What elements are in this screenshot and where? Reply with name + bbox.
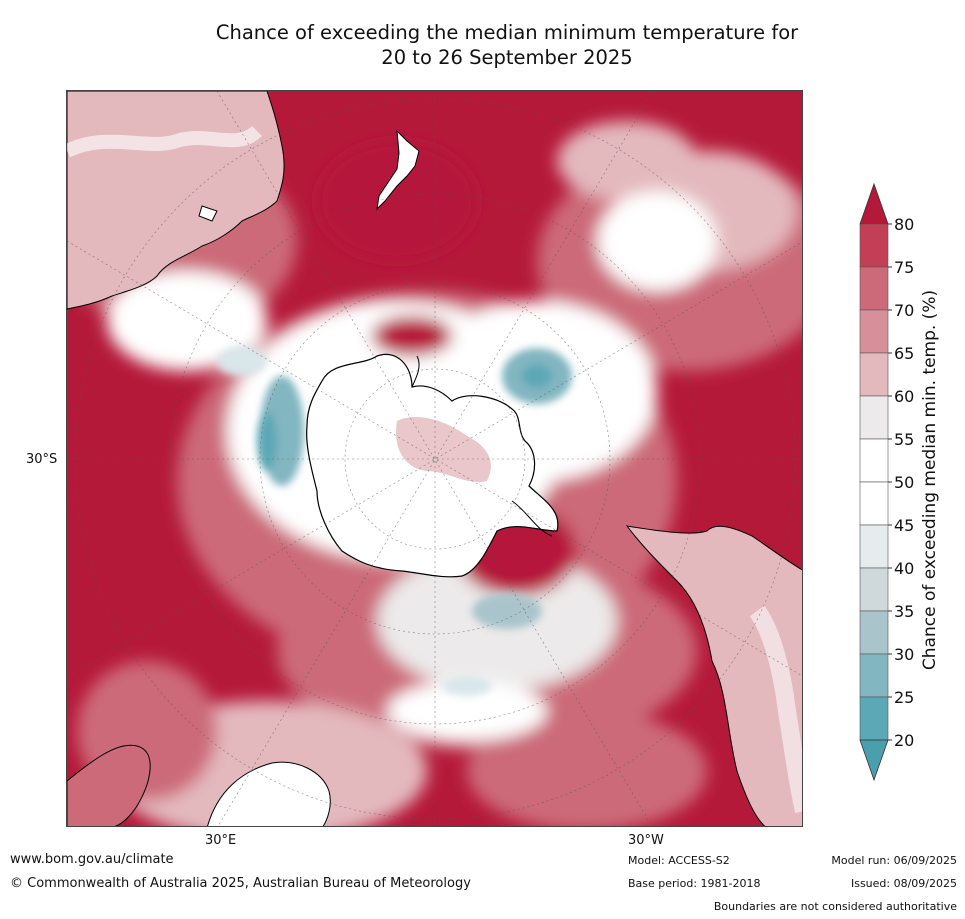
colorbar-tick-label: 20: [894, 731, 914, 750]
colorbar-top-arrow: [859, 182, 889, 225]
title-line-2: 20 to 26 September 2025: [381, 46, 633, 69]
website-link[interactable]: www.bom.gov.au/climate: [10, 852, 174, 867]
new-zealand-landmass: [376, 129, 420, 211]
colorbar-tick-label: 25: [894, 688, 914, 707]
madagascar-region-landmass: [207, 761, 331, 826]
south-africa-landmass: [67, 744, 151, 826]
graticule: [67, 91, 802, 826]
colorbar-tick-label: 80: [894, 215, 914, 234]
issued-text: Issued: 08/09/2025: [850, 877, 957, 890]
below-median-shading: [217, 346, 572, 696]
colorbar-band: [859, 696, 889, 741]
colorbar-tick-label: 65: [894, 344, 914, 363]
tasmania-landmass: [198, 205, 218, 222]
copyright-text: © Commonwealth of Australia 2025, Austra…: [10, 876, 471, 891]
colorbar-tick-label: 70: [894, 301, 914, 320]
colorbar-tick-label: 30: [894, 645, 914, 664]
colorbar-tick-label: 45: [894, 516, 914, 535]
colorbar-band: [859, 567, 889, 612]
colorbar-tick-label: 60: [894, 387, 914, 406]
map-canvas: [67, 91, 802, 826]
colorbar-band: [859, 524, 889, 569]
colorbar-band: [859, 438, 889, 483]
colorbar-band: [859, 653, 889, 698]
colorbar-title: Chance of exceeding median min. temp. (%…: [920, 289, 940, 671]
colorbar-bottom-arrow: [859, 739, 889, 782]
base-period-text: Base period: 1981-2018: [628, 877, 761, 890]
colorbar-band: [859, 266, 889, 311]
colorbar-tick-label: 55: [894, 430, 914, 449]
map-title: Chance of exceeding the median minimum t…: [66, 20, 948, 70]
polar-map: [66, 90, 803, 827]
colorbar-band: [859, 395, 889, 440]
disclaimer-text: Boundaries are not considered authoritat…: [713, 900, 957, 913]
lon-30w-label: 30°W: [628, 833, 664, 848]
colorbar-band: [859, 352, 889, 397]
colorbar-tick-label: 35: [894, 602, 914, 621]
colorbar-band: [859, 223, 889, 268]
colorbar: 80 75 70 65 60 55 50 45 40 35 30 25 20: [859, 182, 914, 782]
model-run-text: Model run: 06/09/2025: [831, 854, 957, 867]
colorbar-band: [859, 610, 889, 655]
colorbar-tick-label: 50: [894, 473, 914, 492]
lat-30s-label: 30°S: [26, 452, 58, 467]
colorbar-band: [859, 481, 889, 526]
title-line-1: Chance of exceeding the median minimum t…: [215, 21, 799, 44]
colorbar-band: [859, 309, 889, 354]
lon-30e-label: 30°E: [205, 833, 237, 848]
model-text: Model: ACCESS-S2: [628, 854, 730, 867]
colorbar-tick-label: 40: [894, 559, 914, 578]
colorbar-tick-label: 75: [894, 258, 914, 277]
south-america-landmass: [625, 525, 802, 826]
